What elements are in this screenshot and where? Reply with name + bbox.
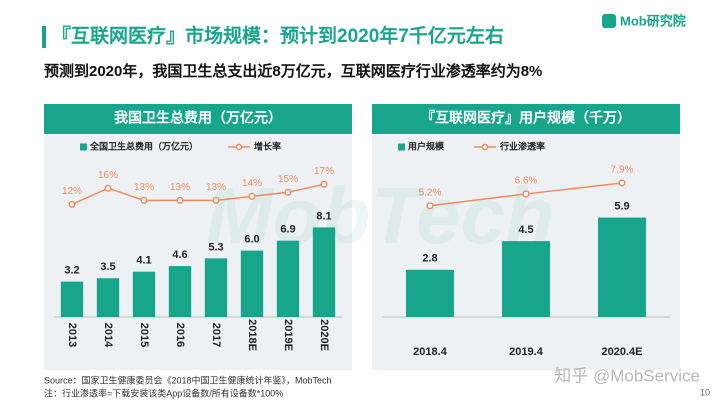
note: 注：行业渗透率=下载安装该类App设备数/所有设备数*100% [44, 387, 283, 398]
x-tick-label: 2019.4 [509, 346, 544, 358]
data-label: 4.5 [518, 224, 533, 236]
data-label: 5.2% [419, 187, 442, 198]
data-label: 6.6% [515, 176, 538, 187]
legend-label: 全国卫生总费用（万亿元） [89, 140, 198, 151]
bar [276, 240, 300, 317]
x-tick-label: 2015 [138, 323, 150, 347]
bar [168, 266, 192, 317]
data-label: 14% [242, 178, 262, 189]
logo: Mob研究院 [620, 13, 686, 28]
legend-swatch [398, 143, 405, 151]
data-label: 13% [206, 182, 226, 193]
legend-label: 用户规模 [407, 140, 445, 151]
legend-label: 增长率 [254, 140, 281, 151]
x-tick-label: 2013 [66, 323, 78, 347]
point [248, 192, 256, 200]
data-label: 13% [134, 182, 154, 193]
point [68, 200, 76, 208]
data-label: 6.9 [280, 224, 295, 236]
data-label: 2.8 [422, 253, 437, 265]
panel-header [372, 104, 680, 134]
data-label: 16% [98, 170, 118, 181]
bar [406, 269, 454, 317]
bar [96, 278, 120, 317]
data-label: 8.1 [316, 210, 331, 222]
title-bar [42, 26, 46, 48]
point [176, 196, 184, 204]
bar [132, 271, 156, 317]
panel-title: 『互联网医疗』用户规模（千万） [421, 110, 631, 126]
data-label: 7.9% [611, 165, 634, 176]
bar [204, 258, 228, 317]
source: Source：国家卫生健康委员会《2018中国卫生健康统计年鉴》，MobTech [44, 374, 332, 385]
data-label: 3.2 [64, 265, 79, 277]
credit: 知乎 @MobService [554, 366, 700, 385]
x-tick-label: 2014 [102, 323, 114, 348]
page-number: 10 [700, 387, 710, 397]
x-tick-label: 2018.4 [413, 346, 448, 358]
watermark: MobTech [206, 171, 554, 260]
panel [44, 104, 352, 370]
point [140, 196, 148, 204]
point [522, 190, 530, 198]
data-label: 5.9 [614, 200, 629, 212]
x-tick-label: 2017 [210, 323, 222, 347]
legend-marker [481, 143, 489, 151]
point [426, 202, 434, 210]
data-label: 6.0 [244, 234, 259, 246]
point [284, 188, 292, 196]
bar [60, 281, 84, 317]
x-tick-label: 2019E [282, 319, 294, 351]
data-label: 17% [314, 166, 334, 177]
legend-swatch [80, 143, 87, 151]
x-tick-label: 2020E [318, 319, 330, 351]
subtitle: 预测到2020年，我国卫生总支出近8万亿元，互联网医疗行业渗透率约为8% [44, 62, 542, 80]
panel-header [44, 104, 352, 134]
legend-marker [235, 143, 243, 151]
point [104, 184, 112, 192]
legend-label: 行业渗透率 [499, 140, 545, 151]
bar [598, 217, 646, 317]
x-tick-label: 2020.4E [602, 346, 643, 358]
data-label: 4.6 [172, 249, 187, 261]
panel-title: 我国卫生总费用（万亿元） [114, 110, 282, 126]
bar [502, 241, 550, 317]
bar [240, 250, 264, 317]
data-label: 5.3 [208, 241, 223, 253]
data-label: 13% [170, 182, 190, 193]
data-label: 4.1 [136, 255, 151, 267]
slide-title: 『互联网医疗』市场规模：预计到2020年7千亿元左右 [52, 24, 504, 47]
data-label: 3.5 [100, 261, 115, 273]
data-label: 12% [62, 186, 82, 197]
bar [312, 227, 336, 317]
line [71, 183, 325, 206]
point [212, 196, 220, 204]
logo-icon [602, 14, 616, 28]
x-tick-label: 2018E [246, 319, 258, 351]
point [618, 179, 626, 187]
x-tick-label: 2016 [174, 323, 186, 347]
data-label: 15% [278, 174, 298, 185]
point [320, 180, 328, 188]
